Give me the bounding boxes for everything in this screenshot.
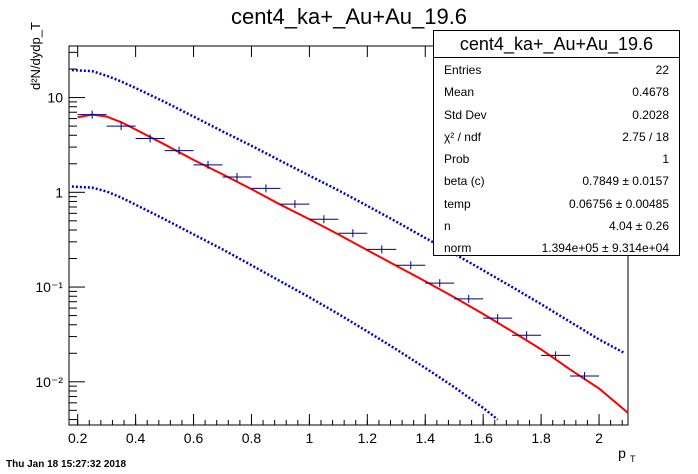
upper-band-line [71,68,626,355]
stats-value: 0.4678 [632,85,669,100]
stats-value: 0.7849 ± 0.0157 [582,174,669,189]
y-tick-label: 10 [47,90,63,106]
y-tick-label: 1 [55,184,63,200]
x-tick-label: 0.6 [184,430,204,446]
stats-row: Std Dev 0.2028 [434,103,679,125]
stats-row: Entries 22 [434,58,679,80]
timestamp: Thu Jan 18 15:27:32 2018 [6,459,127,470]
stats-key: Prob [444,152,470,167]
stats-value: 2.75 / 18 [622,129,669,144]
stats-value: 0.06756 ± 0.00485 [568,196,669,211]
y-axis-label: d²N/dydp_T [28,22,43,90]
stats-row: norm 1.394e+05 ± 9.314e+04 [434,236,679,258]
x-tick-label: 1.8 [531,430,551,446]
stats-value: 4.04 ± 0.26 [609,219,669,234]
x-tick-label: 1.4 [416,430,436,446]
x-tick-label: 0.2 [68,430,88,446]
lower-band-line [71,185,499,421]
x-tick-label: 1 [306,430,314,446]
stats-row: beta (c) 0.7849 ± 0.0157 [434,169,679,191]
stats-key: Mean [444,85,475,100]
stats-value: 1.394e+05 ± 9.314e+04 [541,241,669,256]
y-tick-label: 10⁻² [35,374,63,390]
y-tick-label: 10⁻¹ [35,279,63,295]
stats-row: Prob 1 [434,147,679,169]
stats-key: beta (c) [444,174,485,189]
x-axis-label-sub: T [630,454,636,464]
stats-value: 22 [655,63,669,77]
stats-value: 0.2028 [632,107,669,122]
stats-key: norm [444,241,472,256]
stats-title: cent4_ka+_Au+Au_19.6 [434,31,679,58]
stats-key: Std Dev [444,107,487,122]
stats-key: n [444,219,451,234]
x-tick-label: 0.4 [126,430,146,446]
x-tick-label: 1.2 [358,430,378,446]
stats-key: χ² / ndf [444,129,481,144]
stats-row: χ² / ndf 2.75 / 18 [434,125,679,147]
stats-key: temp [444,196,471,211]
stats-box: cent4_ka+_Au+Au_19.6 Entries 22 Mean 0.4678… [433,30,680,256]
stats-value: 1 [662,152,669,167]
chart-title: cent4_ka+_Au+Au_19.6 [230,4,468,29]
x-tick-label: 2 [595,430,603,446]
stats-key: Entries [444,63,482,77]
stats-row: n 4.04 ± 0.26 [434,214,679,236]
stats-row: temp 0.06756 ± 0.00485 [434,192,679,214]
x-tick-label: 1.6 [473,430,493,446]
stats-rows: Entries 22 Mean 0.4678 Std Dev 0.2028 χ² / ndf… [434,58,679,259]
x-axis-label: p [618,445,626,461]
x-tick-label: 0.8 [242,430,262,446]
stats-row: Mean 0.4678 [434,80,679,102]
